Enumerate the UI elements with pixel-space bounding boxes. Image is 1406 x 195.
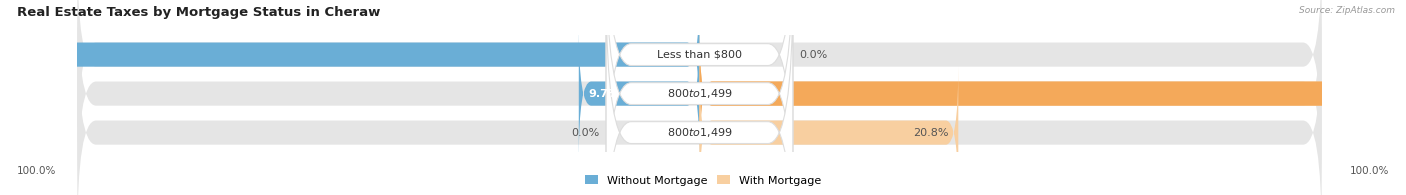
FancyBboxPatch shape xyxy=(700,28,1406,160)
Text: $800 to $1,499: $800 to $1,499 xyxy=(666,126,733,139)
FancyBboxPatch shape xyxy=(77,0,1322,160)
FancyBboxPatch shape xyxy=(606,0,793,195)
Text: 100.0%: 100.0% xyxy=(1350,166,1389,176)
Text: 100.0%: 100.0% xyxy=(17,166,56,176)
Legend: Without Mortgage, With Mortgage: Without Mortgage, With Mortgage xyxy=(585,175,821,186)
FancyBboxPatch shape xyxy=(77,0,1322,195)
FancyBboxPatch shape xyxy=(700,28,1406,160)
FancyBboxPatch shape xyxy=(606,0,793,195)
FancyBboxPatch shape xyxy=(77,28,1322,195)
FancyBboxPatch shape xyxy=(579,28,700,160)
FancyBboxPatch shape xyxy=(0,0,700,121)
Text: 9.7%: 9.7% xyxy=(588,89,619,99)
Text: 0.0%: 0.0% xyxy=(799,50,827,60)
FancyBboxPatch shape xyxy=(700,67,959,195)
Text: Source: ZipAtlas.com: Source: ZipAtlas.com xyxy=(1299,6,1395,15)
Text: 0.0%: 0.0% xyxy=(572,128,600,138)
FancyBboxPatch shape xyxy=(606,0,793,195)
Text: Real Estate Taxes by Mortgage Status in Cheraw: Real Estate Taxes by Mortgage Status in … xyxy=(17,6,380,19)
Text: $800 to $1,499: $800 to $1,499 xyxy=(666,87,733,100)
Text: 20.8%: 20.8% xyxy=(914,128,949,138)
Text: Less than $800: Less than $800 xyxy=(657,50,742,60)
